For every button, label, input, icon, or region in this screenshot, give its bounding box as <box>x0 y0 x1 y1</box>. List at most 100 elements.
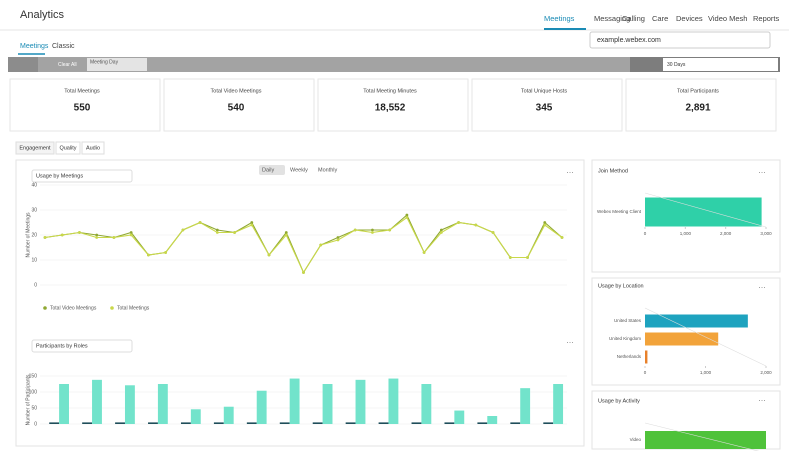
bar <box>82 422 93 424</box>
bar <box>246 422 257 424</box>
axis-line <box>644 307 767 367</box>
tab-label[interactable]: Audio <box>86 145 100 151</box>
bar <box>345 422 356 424</box>
date-picker[interactable] <box>663 58 778 71</box>
chart-dropdown[interactable]: Participants by Roles <box>36 343 88 349</box>
y-tick-label: 10 <box>31 257 37 263</box>
bar <box>388 378 399 424</box>
x-tick-label: 3,000 <box>760 231 772 236</box>
more-menu[interactable]: … <box>566 166 574 175</box>
y-axis-label: Number of Participants <box>25 374 31 425</box>
tab[interactable] <box>15 141 55 155</box>
tab[interactable] <box>55 141 81 155</box>
join-card <box>591 159 781 273</box>
bar-label: Webex Meeting Client <box>597 209 642 214</box>
bar <box>553 384 564 424</box>
roles-dropdown[interactable] <box>31 339 133 353</box>
filter-chip[interactable] <box>87 58 147 71</box>
data-point <box>181 228 185 232</box>
data-point <box>198 221 202 224</box>
data-point <box>284 231 288 234</box>
kpi-value: 550 <box>74 103 91 114</box>
sub-tab[interactable]: Classic <box>52 43 75 50</box>
data-point <box>60 233 64 237</box>
clear-all[interactable]: Clear All <box>58 62 77 68</box>
bar <box>148 422 158 424</box>
site-dropdown[interactable] <box>589 31 771 49</box>
nav-tab[interactable]: Calling <box>622 14 645 23</box>
data-point <box>284 233 288 237</box>
data-point <box>267 253 271 257</box>
more-menu[interactable]: … <box>758 394 766 403</box>
y-tick-label: 40 <box>31 182 37 188</box>
data-point <box>147 253 150 257</box>
x-tick-label: 0 <box>644 231 647 236</box>
bar <box>645 314 748 328</box>
card-title: Usage by Location <box>598 283 644 289</box>
period-toggle[interactable]: Monthly <box>318 167 338 173</box>
data-point <box>233 231 236 234</box>
chart-dropdown[interactable]: Usage by Meetings <box>36 173 83 179</box>
nav-tab[interactable]: Meetings <box>544 14 575 23</box>
y-axis-label: Number of Meetings <box>25 212 31 258</box>
kpi-card <box>163 78 315 132</box>
data-point <box>543 221 547 224</box>
bar-label: Netherlands <box>617 354 642 359</box>
tab-label[interactable]: Quality <box>59 145 76 151</box>
bar <box>223 406 234 424</box>
nav-tab[interactable]: Video Mesh <box>708 14 747 23</box>
nav-tab[interactable]: Devices <box>676 14 703 23</box>
usage-dropdown[interactable] <box>31 169 133 183</box>
filter-back[interactable] <box>8 57 38 72</box>
more-menu[interactable]: … <box>566 336 574 345</box>
data-point <box>543 223 547 227</box>
card-title: Join Method <box>598 168 628 174</box>
data-point <box>491 231 495 234</box>
bar <box>157 384 168 424</box>
axis-line <box>644 192 767 228</box>
legend-marker <box>110 306 114 310</box>
y-tick-label: 0 <box>34 421 37 427</box>
nav-tab[interactable]: Reports <box>753 14 780 23</box>
data-point <box>129 233 133 237</box>
bar <box>421 384 432 424</box>
bar <box>487 416 498 424</box>
data-point <box>560 236 564 239</box>
bar-label: United Kingdom <box>609 336 641 341</box>
y-tick-label: 150 <box>29 373 38 379</box>
bar <box>645 332 719 346</box>
kpi-label: Total Unique Hosts <box>521 88 567 94</box>
more-menu[interactable]: … <box>758 281 766 290</box>
tab[interactable] <box>81 141 105 155</box>
data-point <box>439 228 443 232</box>
sub-tab[interactable]: Meetings <box>20 43 49 50</box>
bar <box>355 379 366 424</box>
bar <box>378 422 389 424</box>
data-point <box>95 233 99 237</box>
bar <box>180 422 191 424</box>
nav-tab[interactable]: Messaging <box>594 14 630 23</box>
tab-label[interactable]: Engagement <box>19 145 51 151</box>
data-point <box>457 221 460 224</box>
bar <box>289 378 300 424</box>
kpi-value: 540 <box>228 103 245 114</box>
data-point <box>422 251 426 254</box>
bar <box>444 422 455 424</box>
kpi-card <box>471 78 623 132</box>
bar <box>645 431 766 449</box>
data-point <box>526 256 529 259</box>
bar <box>49 422 60 424</box>
nav-tab[interactable]: Care <box>652 14 668 23</box>
period-toggle[interactable]: Weekly <box>290 167 308 173</box>
daily-toggle-bg[interactable] <box>259 165 285 175</box>
data-point <box>405 213 409 217</box>
bar <box>256 390 267 424</box>
more-menu[interactable]: … <box>758 166 766 175</box>
kpi-card <box>9 78 161 132</box>
period-toggle[interactable]: Daily <box>262 167 274 173</box>
data-point <box>336 236 340 239</box>
data-point <box>405 216 409 219</box>
y-tick-label: 20 <box>31 232 37 238</box>
location-card <box>591 277 781 386</box>
